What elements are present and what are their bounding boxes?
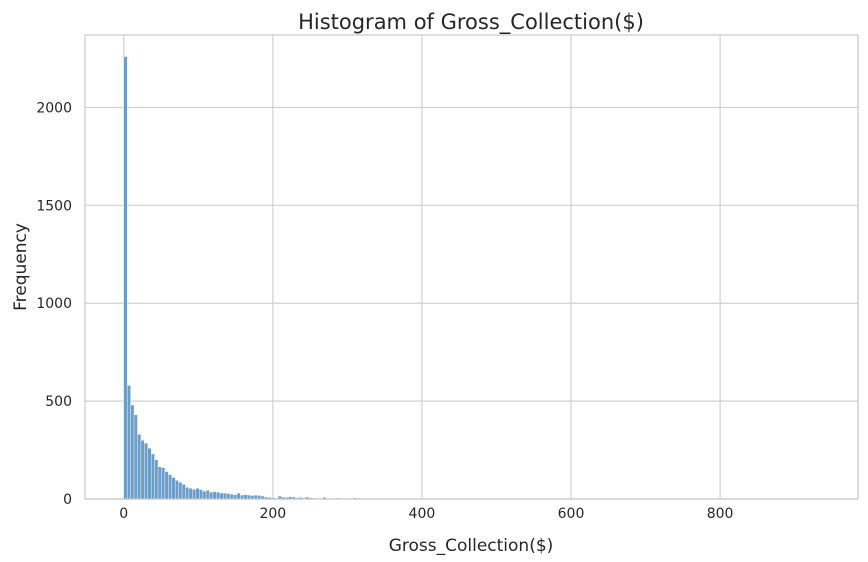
histogram-bar — [164, 471, 169, 500]
histogram-bar — [233, 494, 238, 500]
y-tick-label: 2000 — [36, 100, 72, 116]
y-axis-label: Frequency — [11, 223, 31, 311]
histogram-bar — [133, 414, 138, 500]
grid-lines — [85, 35, 858, 500]
plot-frame — [84, 34, 859, 500]
y-tick-label: 1500 — [36, 198, 72, 214]
histogram-bar — [216, 491, 220, 500]
histogram-bar — [192, 489, 196, 500]
histogram-bar — [195, 488, 200, 500]
tick-labels: 0 200 400 600 800 0 500 1000 1500 2000 — [36, 100, 733, 522]
histogram-bar — [229, 493, 234, 500]
y-tick-label: 1000 — [36, 296, 72, 312]
histogram-bar — [157, 466, 162, 500]
histogram-bars — [123, 56, 467, 500]
histogram-bar — [222, 492, 227, 500]
histogram-bar — [188, 488, 193, 500]
x-axis-label: Gross_Collection($) — [389, 536, 554, 556]
histogram-bar — [140, 440, 145, 500]
histogram-bar — [147, 447, 152, 500]
x-tick-label: 400 — [409, 506, 436, 522]
y-tick-label: 0 — [63, 492, 72, 508]
histogram-bar — [212, 491, 217, 500]
histogram-bar — [185, 487, 190, 500]
y-tick-label: 500 — [45, 394, 72, 410]
histogram-bar — [205, 489, 210, 500]
histogram-bar — [123, 56, 128, 500]
histogram-bar — [236, 492, 241, 500]
histogram-bar — [168, 474, 172, 500]
histogram-bar — [150, 453, 155, 500]
histogram-bar — [161, 467, 166, 500]
histogram-bar — [171, 477, 176, 500]
histogram-bar — [226, 493, 231, 500]
chart-title: Histogram of Gross_Collection($) — [298, 10, 644, 35]
histogram-bar — [174, 480, 179, 500]
x-tick-label: 0 — [119, 506, 128, 522]
histogram-bar — [144, 443, 148, 500]
histogram-bar — [130, 404, 135, 500]
histogram-bar — [219, 492, 224, 500]
x-tick-label: 800 — [707, 506, 734, 522]
histogram-bar — [178, 482, 183, 500]
histogram-bar — [209, 491, 214, 500]
histogram-bar — [202, 490, 207, 500]
histogram-bar — [243, 494, 248, 500]
histogram-bar — [198, 489, 203, 500]
histogram-bar — [154, 459, 159, 500]
histogram-bar — [126, 385, 131, 500]
histogram-bar — [137, 434, 142, 500]
x-tick-label: 600 — [558, 506, 585, 522]
x-tick-label: 200 — [259, 506, 286, 522]
histogram-bar — [181, 484, 186, 500]
